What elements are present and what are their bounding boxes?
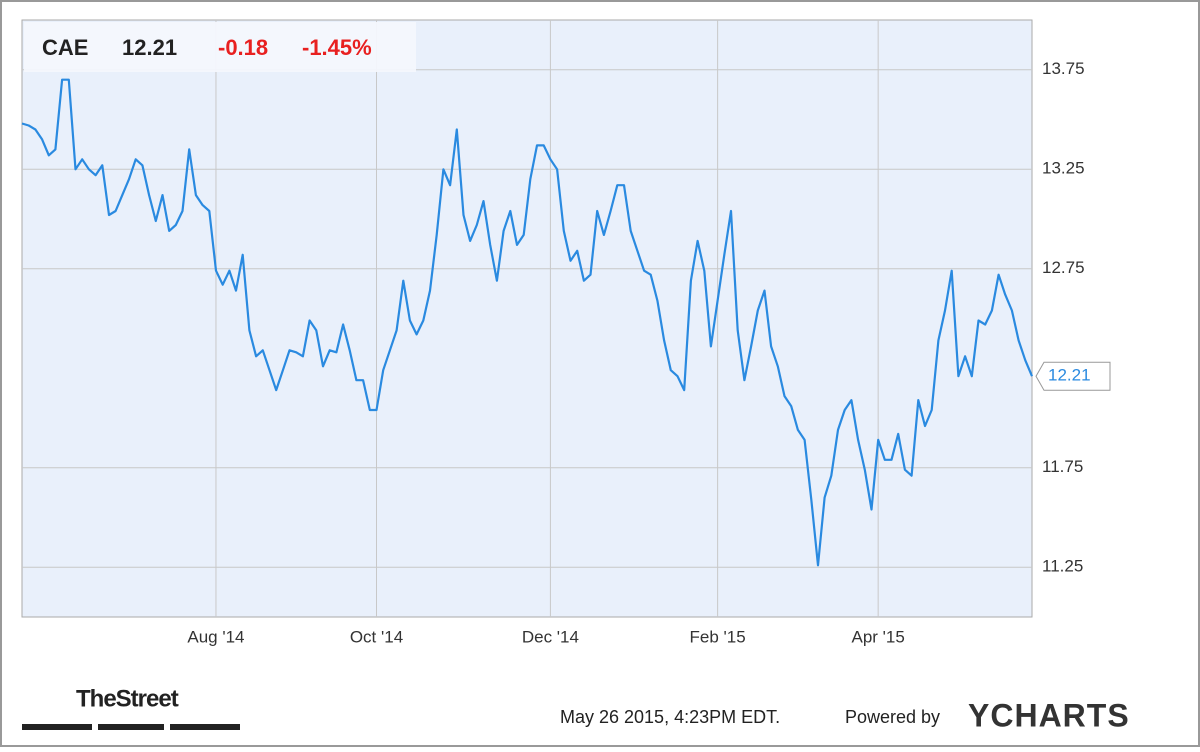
x-tick-label: Aug '14	[187, 627, 244, 646]
header-box	[24, 22, 416, 72]
brand: TheStreet	[76, 685, 179, 712]
x-tick-label: Oct '14	[350, 627, 403, 646]
ticker: CAE	[42, 35, 88, 60]
last-value-label: 12.21	[1048, 366, 1091, 385]
y-tick-label: 12.75	[1042, 258, 1085, 277]
logo: YCHARTS	[968, 697, 1130, 733]
series	[21, 78, 1034, 567]
timestamp: May 26 2015, 4:23PM EDT.	[560, 707, 780, 727]
x-tick-label: Feb '15	[690, 627, 746, 646]
change-pct: -1.45%	[302, 35, 372, 60]
change: -0.18	[218, 35, 268, 60]
brand-bar	[98, 724, 164, 730]
brand-bar	[170, 724, 240, 730]
y-tick-label: 11.75	[1042, 457, 1083, 476]
price: 12.21	[122, 35, 177, 60]
grid	[22, 20, 1032, 617]
y-tick-label: 11.25	[1042, 557, 1083, 576]
x-tick-label: Apr '15	[851, 627, 904, 646]
y-tick-label: 13.75	[1042, 59, 1085, 78]
x-tick-label: Dec '14	[522, 627, 579, 646]
price-line	[21, 78, 1034, 567]
brand-bar	[22, 724, 92, 730]
plot-area	[21, 19, 1033, 618]
powered-by: Powered by	[845, 707, 940, 727]
y-tick-label: 13.25	[1042, 159, 1085, 178]
last-value-callout	[1035, 361, 1111, 391]
